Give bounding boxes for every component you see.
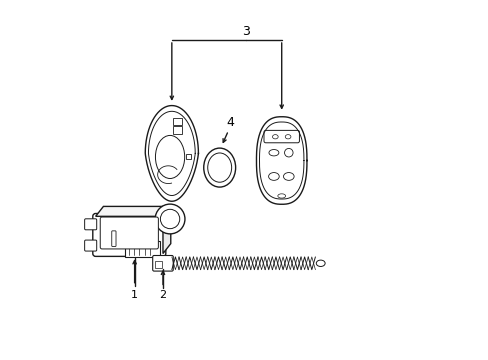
FancyBboxPatch shape (264, 130, 299, 143)
Ellipse shape (283, 172, 293, 180)
Circle shape (284, 148, 292, 157)
Ellipse shape (207, 153, 231, 182)
Text: 2: 2 (159, 290, 166, 300)
FancyBboxPatch shape (93, 213, 165, 256)
Ellipse shape (268, 149, 278, 156)
Ellipse shape (316, 260, 325, 266)
Text: 3: 3 (242, 24, 250, 38)
FancyBboxPatch shape (112, 231, 116, 247)
Circle shape (160, 209, 180, 229)
Ellipse shape (268, 172, 279, 180)
FancyBboxPatch shape (100, 217, 158, 249)
Ellipse shape (285, 135, 290, 139)
FancyBboxPatch shape (173, 118, 182, 125)
FancyBboxPatch shape (152, 256, 173, 271)
FancyBboxPatch shape (173, 126, 182, 134)
Text: 4: 4 (226, 116, 234, 129)
Ellipse shape (277, 194, 285, 198)
FancyBboxPatch shape (84, 219, 97, 230)
FancyBboxPatch shape (84, 240, 97, 251)
Text: 1: 1 (131, 290, 138, 300)
Polygon shape (96, 206, 170, 216)
Ellipse shape (272, 135, 278, 139)
Polygon shape (163, 206, 170, 253)
FancyBboxPatch shape (186, 154, 191, 159)
Ellipse shape (203, 148, 235, 187)
FancyBboxPatch shape (155, 261, 161, 268)
Ellipse shape (155, 135, 184, 179)
FancyBboxPatch shape (125, 242, 160, 257)
Circle shape (155, 204, 184, 234)
